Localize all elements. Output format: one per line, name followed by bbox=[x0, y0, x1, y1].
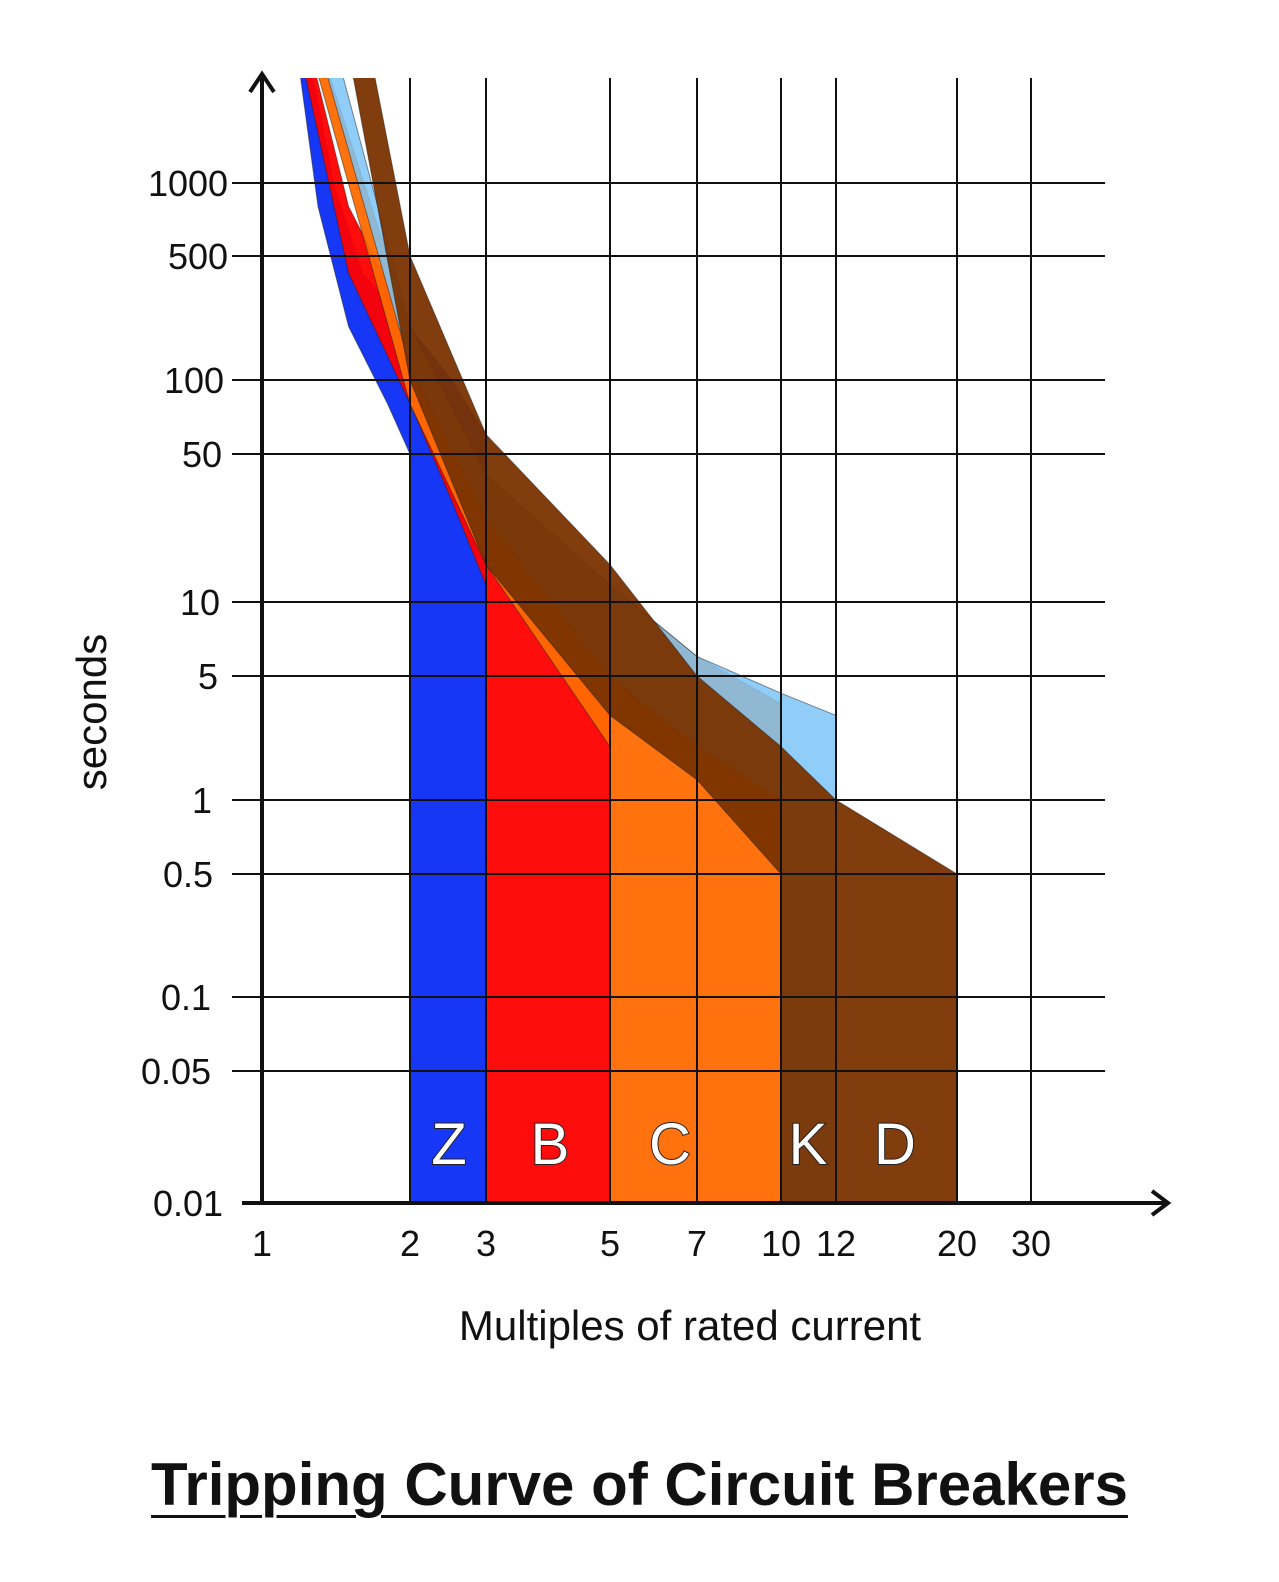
trip-bands bbox=[300, 78, 958, 1204]
grid-lines bbox=[232, 78, 1105, 1203]
x-tick-label: 5 bbox=[600, 1223, 620, 1264]
y-tick-labels: 0.01 0.05 0.1 0.5 1 5 10 50 100 500 1000 bbox=[141, 163, 228, 1224]
y-tick-label: 500 bbox=[168, 236, 228, 277]
chart-title-text: Tripping Curve of Circuit Breakers bbox=[151, 1451, 1128, 1518]
y-axis-arrow bbox=[248, 70, 276, 94]
band-label-d: D bbox=[874, 1112, 916, 1177]
y-tick-label: 0.01 bbox=[153, 1183, 223, 1224]
band-label-b: B bbox=[531, 1112, 570, 1177]
axes bbox=[242, 70, 1172, 1217]
x-axis-label: Multiples of rated current bbox=[459, 1302, 922, 1349]
y-tick-label: 50 bbox=[182, 434, 222, 475]
y-tick-label: 0.05 bbox=[141, 1051, 211, 1092]
band-label-k: K bbox=[789, 1112, 828, 1177]
chart-title: Tripping Curve of Circuit Breakers bbox=[0, 1450, 1279, 1519]
band-label-c: C bbox=[649, 1112, 691, 1177]
y-tick-label: 5 bbox=[198, 656, 218, 697]
x-tick-label: 10 bbox=[761, 1223, 801, 1264]
tripping-curve-chart: 1 2 3 5 7 10 12 20 30 0.010.050.10.5151050100500… bbox=[68, 70, 1172, 1349]
y-tick-label: 10 bbox=[180, 582, 220, 623]
x-axis-arrow bbox=[1150, 1189, 1172, 1217]
band-label-z: Z bbox=[431, 1112, 466, 1177]
y-tick-label: 1 bbox=[192, 780, 212, 821]
x-tick-label: 2 bbox=[400, 1223, 420, 1264]
y-tick-label: 0.5 bbox=[163, 854, 213, 895]
y-tick-label: 0.1 bbox=[161, 977, 211, 1018]
y-tick-label: 100 bbox=[164, 360, 224, 401]
x-tick-labels: 1 2 3 5 7 10 12 20 30 bbox=[252, 1223, 1051, 1264]
x-tick-label: 12 bbox=[816, 1223, 856, 1264]
x-tick-label: 1 bbox=[252, 1223, 272, 1264]
y-tick-label: 1000 bbox=[148, 163, 228, 204]
y-axis-label: seconds bbox=[68, 634, 115, 790]
x-tick-label: 30 bbox=[1011, 1223, 1051, 1264]
x-tick-label: 3 bbox=[476, 1223, 496, 1264]
x-tick-label: 20 bbox=[937, 1223, 977, 1264]
x-tick-label: 7 bbox=[687, 1223, 707, 1264]
